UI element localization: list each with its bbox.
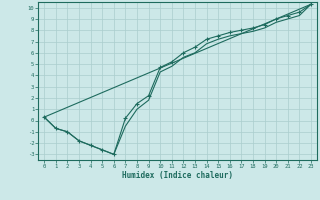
X-axis label: Humidex (Indice chaleur): Humidex (Indice chaleur) [122, 171, 233, 180]
